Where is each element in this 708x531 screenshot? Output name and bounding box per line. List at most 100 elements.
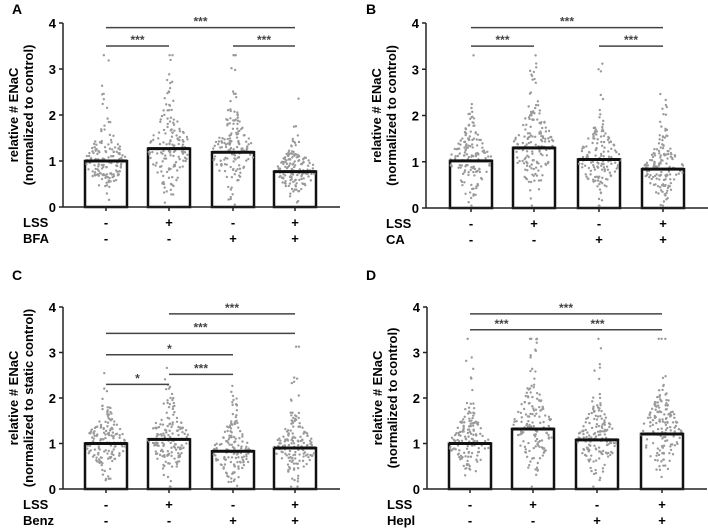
condition-sign: - [104, 497, 108, 512]
data-point [293, 453, 297, 456]
data-point [666, 186, 670, 190]
data-point [152, 138, 155, 142]
data-point [162, 109, 165, 112]
data-point [651, 175, 655, 179]
data-point [157, 444, 160, 448]
data-point [667, 413, 670, 416]
data-point [96, 460, 99, 463]
data-point [98, 448, 101, 451]
data-point [474, 193, 477, 196]
data-point [97, 174, 100, 177]
data-point [226, 474, 229, 478]
data-point [156, 152, 159, 155]
data-point [288, 195, 292, 198]
data-point [544, 449, 547, 452]
data-point [107, 143, 110, 146]
data-point [166, 450, 170, 453]
data-point [550, 135, 553, 139]
data-point [226, 157, 229, 160]
data-point [513, 420, 516, 423]
data-point [534, 445, 537, 448]
data-point [531, 152, 534, 155]
data-point [658, 134, 661, 137]
data-point [533, 377, 536, 380]
panel-letter: C [12, 267, 22, 283]
data-point [547, 415, 551, 419]
data-point [661, 135, 665, 138]
data-point [474, 131, 477, 134]
data-point [467, 451, 470, 454]
data-point [300, 177, 303, 181]
data-point [649, 455, 652, 458]
data-point [100, 84, 104, 88]
data-point [112, 150, 115, 154]
data-point [678, 436, 681, 440]
data-point [681, 171, 684, 175]
data-point [577, 436, 580, 439]
data-point [586, 177, 589, 180]
data-point [162, 402, 165, 405]
data-point [671, 453, 675, 456]
data-point [592, 485, 595, 488]
data-point [585, 145, 588, 148]
data-point [93, 164, 96, 167]
data-point [599, 135, 603, 138]
data-point [278, 437, 281, 440]
data-point [543, 140, 547, 143]
data-point [175, 416, 179, 420]
data-point [664, 98, 667, 102]
data-point [98, 141, 102, 144]
data-point [168, 86, 172, 90]
data-point [476, 169, 479, 173]
data-point [93, 426, 97, 430]
data-point [177, 451, 180, 455]
data-point [463, 451, 466, 455]
data-point [101, 404, 104, 408]
data-point [102, 431, 106, 435]
data-point [534, 81, 538, 84]
data-point [658, 410, 661, 413]
data-point [466, 444, 469, 448]
data-point [460, 439, 464, 442]
data-point [450, 153, 453, 156]
data-point [470, 106, 473, 110]
data-point [648, 158, 652, 162]
data-point [228, 134, 231, 137]
panel-letter: A [12, 1, 22, 17]
y-tick-label: 3 [49, 62, 56, 77]
data-point [167, 168, 171, 171]
data-point [247, 143, 250, 146]
data-point [238, 429, 242, 433]
data-point [453, 157, 457, 160]
data-point [169, 81, 172, 85]
data-point [603, 433, 607, 436]
data-point [107, 449, 111, 453]
data-point [175, 420, 179, 423]
data-point [662, 200, 666, 203]
data-point [219, 159, 222, 162]
data-point [605, 165, 609, 168]
data-point [532, 446, 535, 450]
data-point [215, 442, 218, 445]
y-tick-label: 0 [413, 482, 420, 497]
data-point [283, 174, 287, 177]
data-point [449, 164, 452, 167]
data-point [111, 431, 115, 434]
data-point [297, 394, 301, 397]
data-point [231, 394, 235, 398]
data-point [648, 413, 651, 417]
data-point [245, 457, 248, 461]
data-point [607, 155, 611, 158]
data-point [103, 146, 107, 149]
data-point [664, 129, 667, 132]
data-point [294, 462, 298, 465]
data-point [291, 139, 294, 143]
data-point [529, 460, 532, 463]
data-point [668, 459, 671, 463]
data-point [305, 432, 309, 435]
data-point [463, 130, 467, 134]
data-point [227, 438, 231, 441]
data-point [275, 452, 278, 455]
data-point [289, 192, 292, 195]
data-point [597, 409, 601, 412]
